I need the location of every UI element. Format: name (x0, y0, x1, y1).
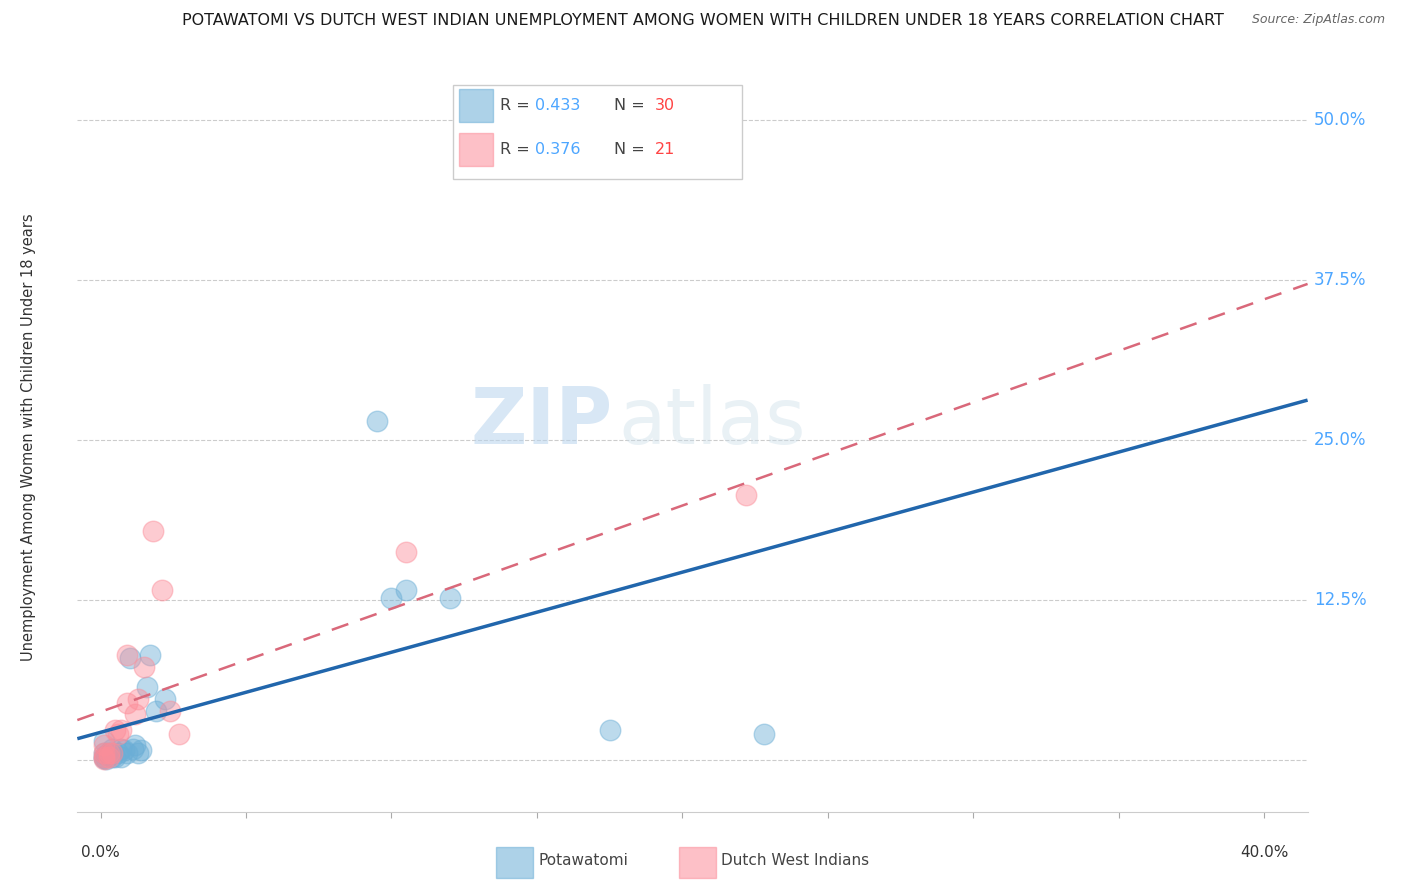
Point (127, 692, 149, 706)
Text: Potawatomi: Potawatomi (538, 854, 628, 868)
Point (139, 648, 162, 663)
Point (153, 692, 176, 706)
Text: 12.5%: 12.5% (1313, 591, 1367, 609)
Point (136, 681, 159, 695)
Text: Dutch West Indians: Dutch West Indians (721, 854, 869, 868)
Point (159, 704, 181, 718)
Point (101, 742, 124, 756)
Text: 40.0%: 40.0% (1240, 846, 1288, 861)
Point (98, 746, 121, 760)
FancyBboxPatch shape (453, 85, 742, 178)
Text: atlas: atlas (619, 384, 806, 460)
Point (93, 746, 115, 760)
Point (439, 591, 461, 605)
Point (98, 749, 121, 764)
Point (150, 583, 173, 598)
Text: 37.5%: 37.5% (1313, 271, 1367, 289)
Point (115, 746, 138, 760)
FancyBboxPatch shape (458, 133, 492, 166)
Text: 0.433: 0.433 (534, 97, 581, 112)
Point (380, 591, 402, 605)
Point (93, 749, 115, 764)
Point (599, 723, 621, 737)
Text: Unemployment Among Women with Children Under 18 years: Unemployment Among Women with Children U… (21, 213, 35, 661)
Point (93, 751, 115, 765)
Point (104, 723, 127, 737)
Point (96, 752, 118, 766)
Point (93, 746, 115, 760)
Point (101, 746, 124, 760)
Point (107, 746, 129, 760)
Point (93, 734, 115, 748)
Point (121, 742, 143, 756)
Text: N =: N = (614, 142, 651, 157)
Point (145, 704, 167, 718)
Point (110, 723, 132, 737)
Point (752, 726, 775, 740)
Point (104, 749, 127, 764)
Point (142, 524, 165, 539)
Point (107, 726, 129, 740)
Point (110, 742, 132, 756)
Text: POTAWATOMI VS DUTCH WEST INDIAN UNEMPLOYMENT AMONG WOMEN WITH CHILDREN UNDER 18 : POTAWATOMI VS DUTCH WEST INDIAN UNEMPLOY… (181, 13, 1225, 29)
Point (112, 743, 135, 757)
Text: 0.0%: 0.0% (82, 846, 120, 861)
Point (167, 726, 190, 740)
FancyBboxPatch shape (458, 88, 492, 121)
Text: R =: R = (501, 97, 536, 112)
Point (115, 648, 138, 663)
Point (110, 749, 132, 764)
Text: 21: 21 (655, 142, 675, 157)
Point (131, 743, 153, 757)
Text: 0.376: 0.376 (534, 142, 581, 157)
Point (115, 696, 138, 710)
Text: 50.0%: 50.0% (1313, 112, 1367, 129)
Text: Source: ZipAtlas.com: Source: ZipAtlas.com (1251, 13, 1385, 27)
Point (98, 746, 121, 760)
Point (93, 749, 115, 764)
Point (93, 738, 115, 752)
Point (124, 707, 146, 722)
Text: R =: R = (501, 142, 536, 157)
Point (96, 748, 118, 763)
Text: 25.0%: 25.0% (1313, 432, 1367, 450)
Point (118, 651, 141, 665)
Point (395, 583, 418, 598)
Point (735, 488, 758, 502)
Point (101, 749, 124, 764)
Point (366, 414, 388, 428)
Point (124, 738, 146, 752)
Point (395, 545, 418, 559)
Point (127, 746, 149, 760)
Point (93, 752, 115, 766)
Text: 30: 30 (655, 97, 675, 112)
Point (134, 660, 156, 674)
Text: N =: N = (614, 97, 651, 112)
Text: ZIP: ZIP (470, 384, 613, 460)
